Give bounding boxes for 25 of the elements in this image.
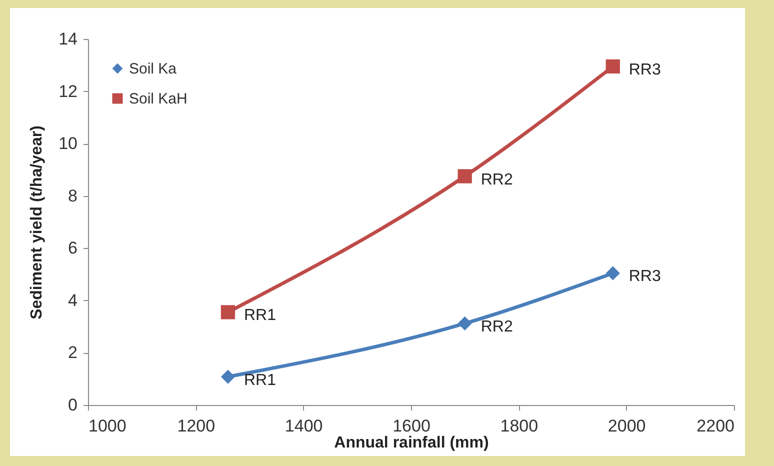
x-tick-label: 1400 <box>284 416 323 436</box>
y-tick-label: 12 <box>58 82 78 101</box>
annotation: RR2 <box>480 318 513 336</box>
y-axis-title: Sediment yield (t/ha/year) <box>28 126 46 320</box>
y-tick-label: 4 <box>68 290 78 310</box>
x-tick-label: 1200 <box>177 416 216 436</box>
annotation: RR3 <box>628 268 661 286</box>
y-tick-label: 2 <box>68 343 78 362</box>
annotation: RR2 <box>480 171 513 188</box>
x-tick-label: 1600 <box>392 416 430 436</box>
x-tick-label: 2000 <box>608 416 646 436</box>
y-tick-label: 10 <box>58 134 78 154</box>
legend-label: Soil Ka <box>129 60 178 78</box>
x-axis-title: Annual rainfall (mm) <box>334 434 489 452</box>
y-tick-label: 8 <box>68 186 78 206</box>
x-tick-label: 1000 <box>88 416 126 436</box>
y-tick-label: 6 <box>68 238 78 258</box>
annotation: RR1 <box>244 307 276 324</box>
annotation: RR3 <box>628 61 661 78</box>
x-tick-label: 1800 <box>500 416 538 436</box>
annotation: RR1 <box>244 372 276 389</box>
x-tick-label: 2200 <box>696 416 734 436</box>
legend-label: Soil KaH <box>129 90 188 108</box>
y-tick-label: 14 <box>58 30 78 48</box>
y-tick-label: 0 <box>68 396 78 414</box>
